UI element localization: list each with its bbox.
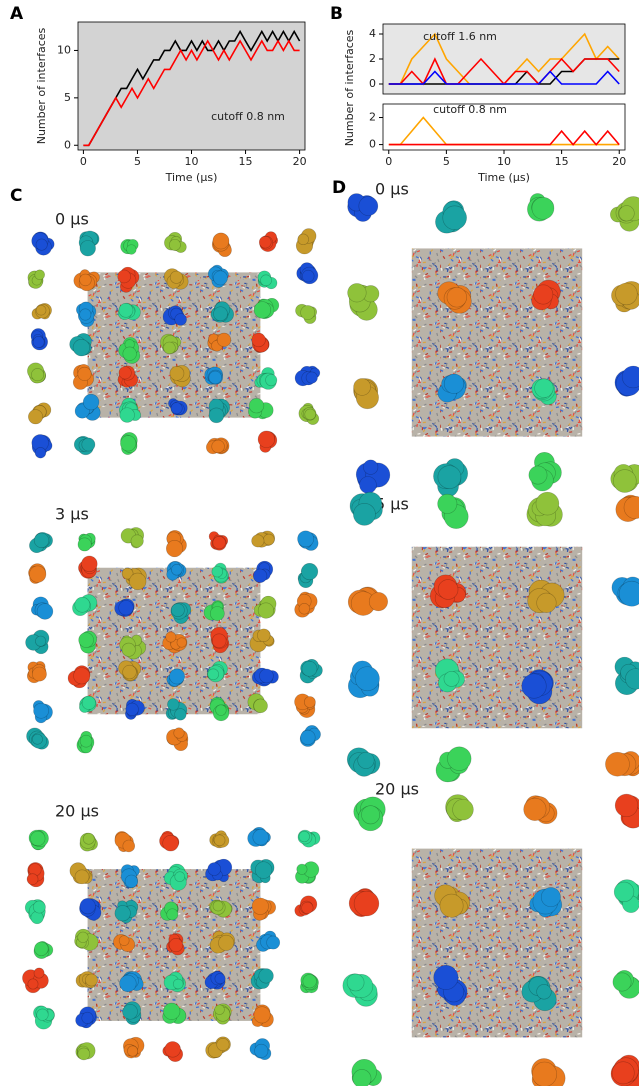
plot-area	[382, 103, 626, 151]
snapshot-time: 3 μs	[55, 505, 89, 524]
snapshot-image	[25, 527, 323, 754]
y-tick-label: 2	[369, 111, 376, 124]
y-tick-label: 2	[369, 52, 376, 65]
x-axis-label: Time (μs)	[165, 171, 218, 184]
x-tick-label: 0	[385, 155, 392, 168]
x-tick-label: 5	[134, 155, 141, 168]
plot-area	[77, 21, 306, 151]
y-tick-label: 0	[64, 138, 71, 151]
x-tick-label: 20	[293, 155, 307, 168]
x-tick-label: 20	[612, 155, 626, 168]
y-tick-label: 10	[57, 43, 71, 56]
annotation: cutoff 0.8 nm	[433, 103, 507, 116]
x-axis-label: Time (μs)	[477, 171, 530, 184]
x-tick-label: 15	[239, 155, 253, 168]
snapshot-time: 20 μs	[55, 802, 99, 821]
x-tick-label: 0	[80, 155, 87, 168]
y-tick-label: 0	[369, 77, 376, 90]
snapshot-image	[22, 826, 321, 1062]
snapshot-image	[346, 491, 639, 783]
panel-label: C	[10, 186, 22, 206]
data-line	[83, 39, 300, 147]
snapshot-time: 0 μs	[375, 180, 409, 199]
x-tick-label: 5	[443, 155, 450, 168]
y-axis-label: Number of interfaces	[343, 29, 356, 146]
annotation: cutoff 1.6 nm	[423, 30, 497, 43]
snapshot-image	[27, 228, 321, 459]
snapshot-image	[347, 193, 639, 498]
data-line	[83, 29, 301, 147]
data-line	[388, 70, 620, 85]
snapshot-image	[342, 793, 639, 1086]
y-tick-label: 5	[64, 91, 71, 104]
x-tick-label: 15	[555, 155, 569, 168]
y-tick-label: 4	[369, 27, 376, 40]
panel-label: A	[10, 4, 24, 24]
data-line	[388, 129, 620, 146]
x-tick-label: 10	[185, 155, 199, 168]
y-tick-label: 0	[369, 138, 376, 151]
snapshot-time: 0 μs	[55, 210, 89, 229]
panel-label: B	[330, 4, 343, 24]
annotation: cutoff 0.8 nm	[211, 110, 285, 123]
panel-label: D	[332, 178, 346, 198]
snapshot-time: 20 μs	[375, 780, 419, 799]
x-tick-label: 10	[497, 155, 511, 168]
snapshot-time: 5 μs	[375, 495, 409, 514]
y-axis-label: Number of interfaces	[35, 27, 48, 144]
